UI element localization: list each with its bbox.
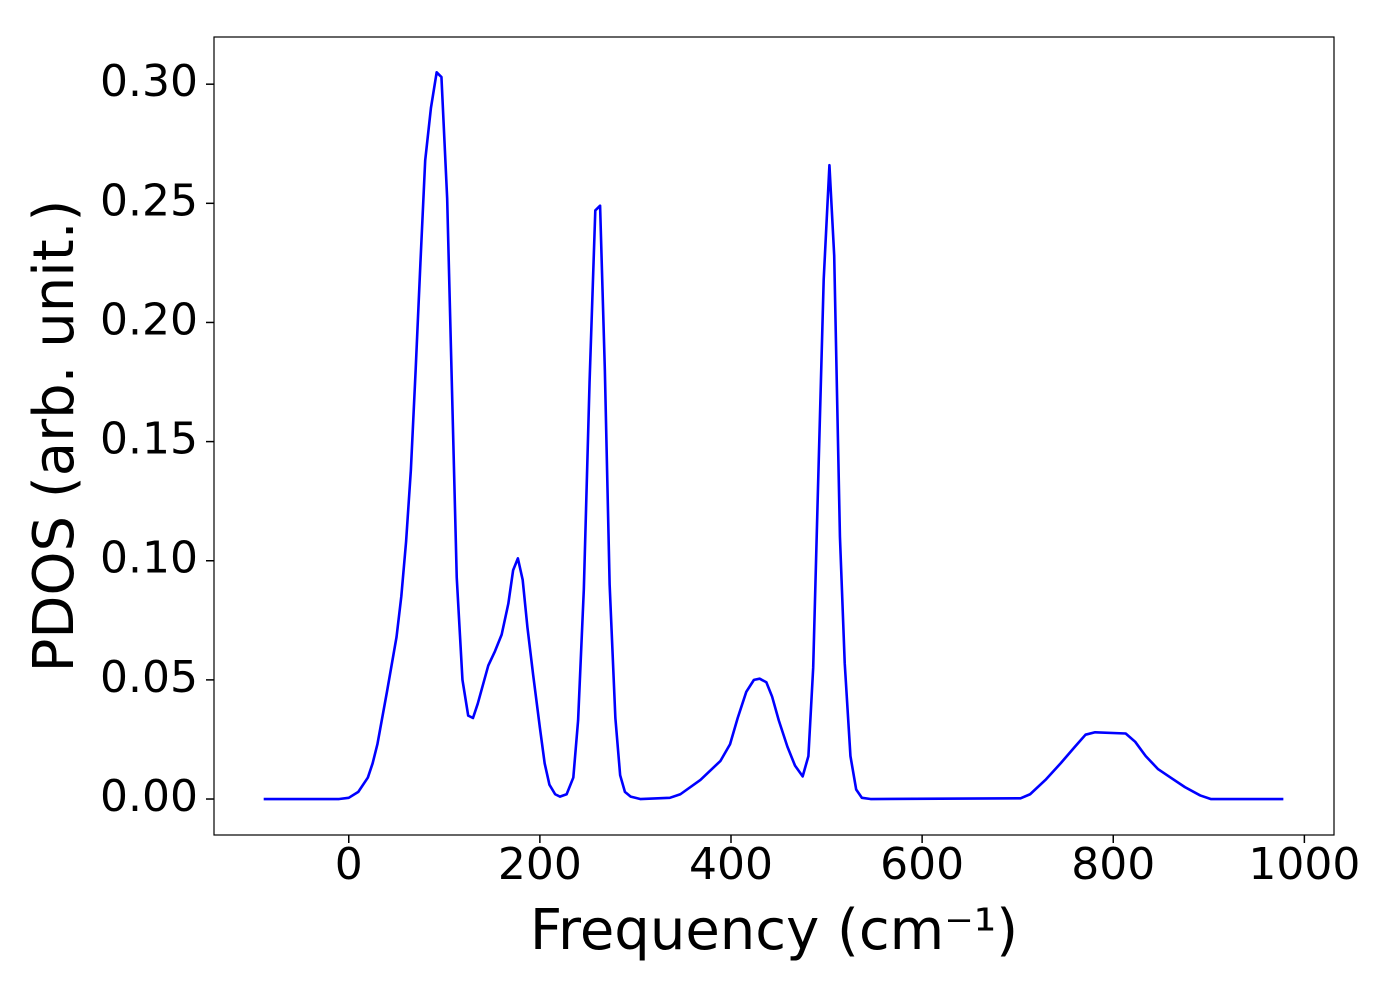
y-tick-label: 0.00 [100,771,198,822]
x-tick-label: 600 [880,839,964,890]
y-tick-label: 0.25 [100,175,198,226]
y-tick-label: 0.10 [100,533,198,584]
x-tick-label: 0 [335,839,363,890]
x-tick-label: 1000 [1248,839,1360,890]
y-tick-label: 0.20 [100,294,198,345]
plot-frame [213,36,1335,836]
y-tick-label: 0.15 [100,414,198,465]
y-tick-label: 0.30 [100,56,198,107]
x-axis-label: Frequency (cm⁻¹) [530,898,1018,963]
x-tick-label: 800 [1071,839,1155,890]
y-tick-label: 0.05 [100,652,198,703]
y-axis-label: PDOS (arb. unit.) [22,200,87,673]
x-tick-label: 400 [689,839,773,890]
data-line [263,70,1284,801]
x-tick-label: 200 [498,839,582,890]
